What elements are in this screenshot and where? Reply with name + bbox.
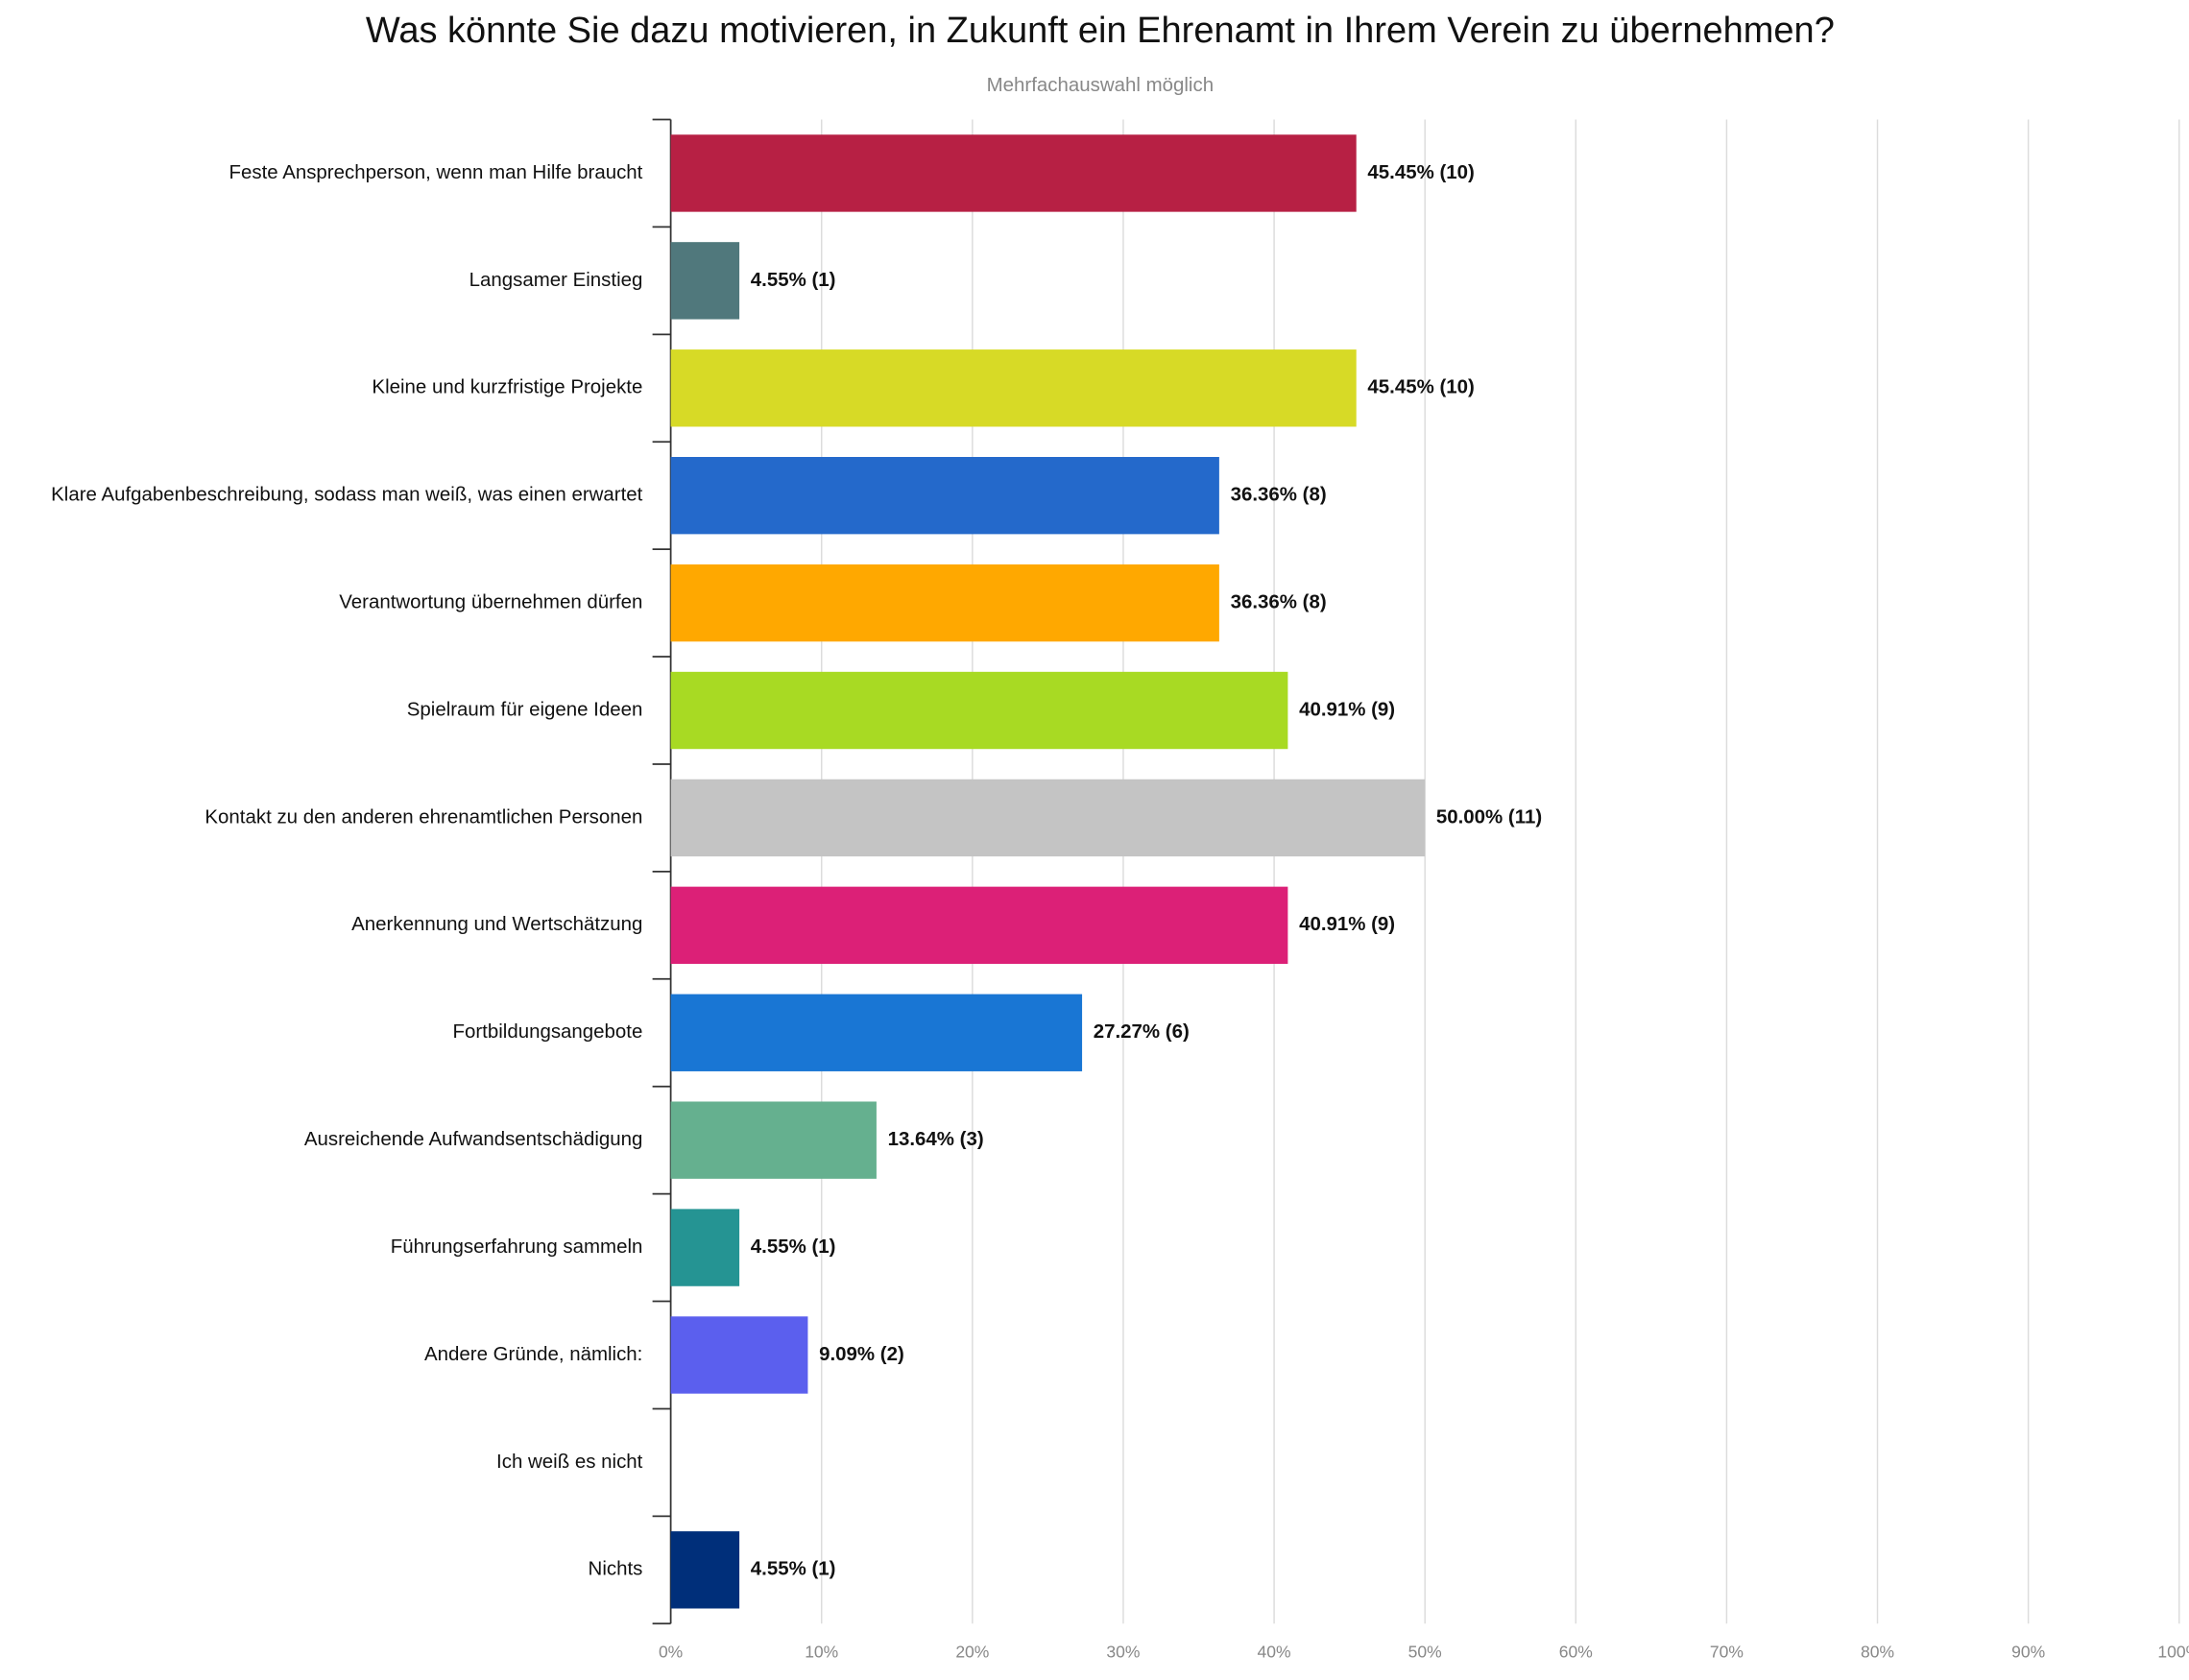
y-tick-label: Spielraum für eigene Ideen — [407, 698, 643, 720]
bar — [670, 994, 1083, 1071]
y-tick-label: Ausreichende Aufwandsentschädigung — [304, 1128, 643, 1150]
value-label: 4.55% (1) — [751, 269, 836, 291]
x-tick-label: 20% — [955, 1643, 989, 1662]
value-label: 4.55% (1) — [751, 1558, 836, 1580]
y-tick-label: Feste Ansprechperson, wenn man Hilfe bra… — [229, 161, 642, 183]
x-tick-label: 30% — [1106, 1643, 1140, 1662]
y-tick-label: Kleine und kurzfristige Projekte — [372, 376, 642, 398]
y-tick-label: Führungserfahrung sammeln — [391, 1236, 643, 1258]
y-tick-label: Nichts — [589, 1558, 643, 1580]
chart-title: Was könnte Sie dazu motivieren, in Zukun… — [366, 11, 1835, 51]
bar — [670, 1316, 808, 1394]
y-tick-label: Fortbildungsangebote — [453, 1020, 643, 1043]
value-label: 27.27% (6) — [1094, 1020, 1190, 1043]
value-label: 40.91% (9) — [1299, 698, 1395, 720]
value-label: 45.45% (10) — [1367, 376, 1474, 398]
value-label: 9.09% (2) — [819, 1343, 904, 1365]
x-tick-label: 40% — [1258, 1643, 1291, 1662]
x-tick-label: 60% — [1559, 1643, 1593, 1662]
value-label: 50.00% (11) — [1436, 805, 1542, 828]
x-tick-label: 0% — [659, 1643, 683, 1662]
value-label: 4.55% (1) — [751, 1236, 836, 1258]
y-tick-label: Ich weiß es nicht — [496, 1451, 643, 1473]
x-tick-label: 10% — [805, 1643, 838, 1662]
value-label: 13.64% (3) — [888, 1128, 984, 1150]
value-label: 36.36% (8) — [1231, 591, 1327, 613]
x-tick-label: 100% — [2157, 1643, 2189, 1662]
bar — [670, 134, 1357, 212]
bar — [670, 349, 1357, 427]
x-tick-label: 50% — [1408, 1643, 1442, 1662]
bar — [670, 671, 1288, 750]
bar — [670, 1531, 740, 1609]
x-tick-label: 80% — [1861, 1643, 1894, 1662]
chart-subtitle: Mehrfachauswahl möglich — [987, 74, 1214, 96]
bar — [670, 242, 740, 320]
x-tick-label: 90% — [2011, 1643, 2045, 1662]
y-tick-label: Andere Gründe, nämlich: — [424, 1343, 642, 1365]
bar — [670, 564, 1219, 642]
bar — [670, 779, 1426, 857]
value-label: 40.91% (9) — [1299, 913, 1395, 935]
bar — [670, 1101, 877, 1179]
y-tick-label: Verantwortung übernehmen dürfen — [339, 591, 642, 613]
bar — [670, 886, 1288, 965]
value-label: 45.45% (10) — [1367, 161, 1474, 183]
y-tick-label: Langsamer Einstieg — [469, 269, 643, 291]
bar — [670, 457, 1219, 535]
y-tick-label: Klare Aufgabenbeschreibung, sodass man w… — [51, 484, 643, 506]
value-label: 36.36% (8) — [1231, 484, 1327, 506]
y-tick-label: Kontakt zu den anderen ehrenamtlichen Pe… — [204, 805, 642, 828]
y-tick-label: Anerkennung und Wertschätzung — [351, 913, 642, 935]
bar — [670, 1209, 740, 1286]
x-tick-label: 70% — [1710, 1643, 1744, 1662]
